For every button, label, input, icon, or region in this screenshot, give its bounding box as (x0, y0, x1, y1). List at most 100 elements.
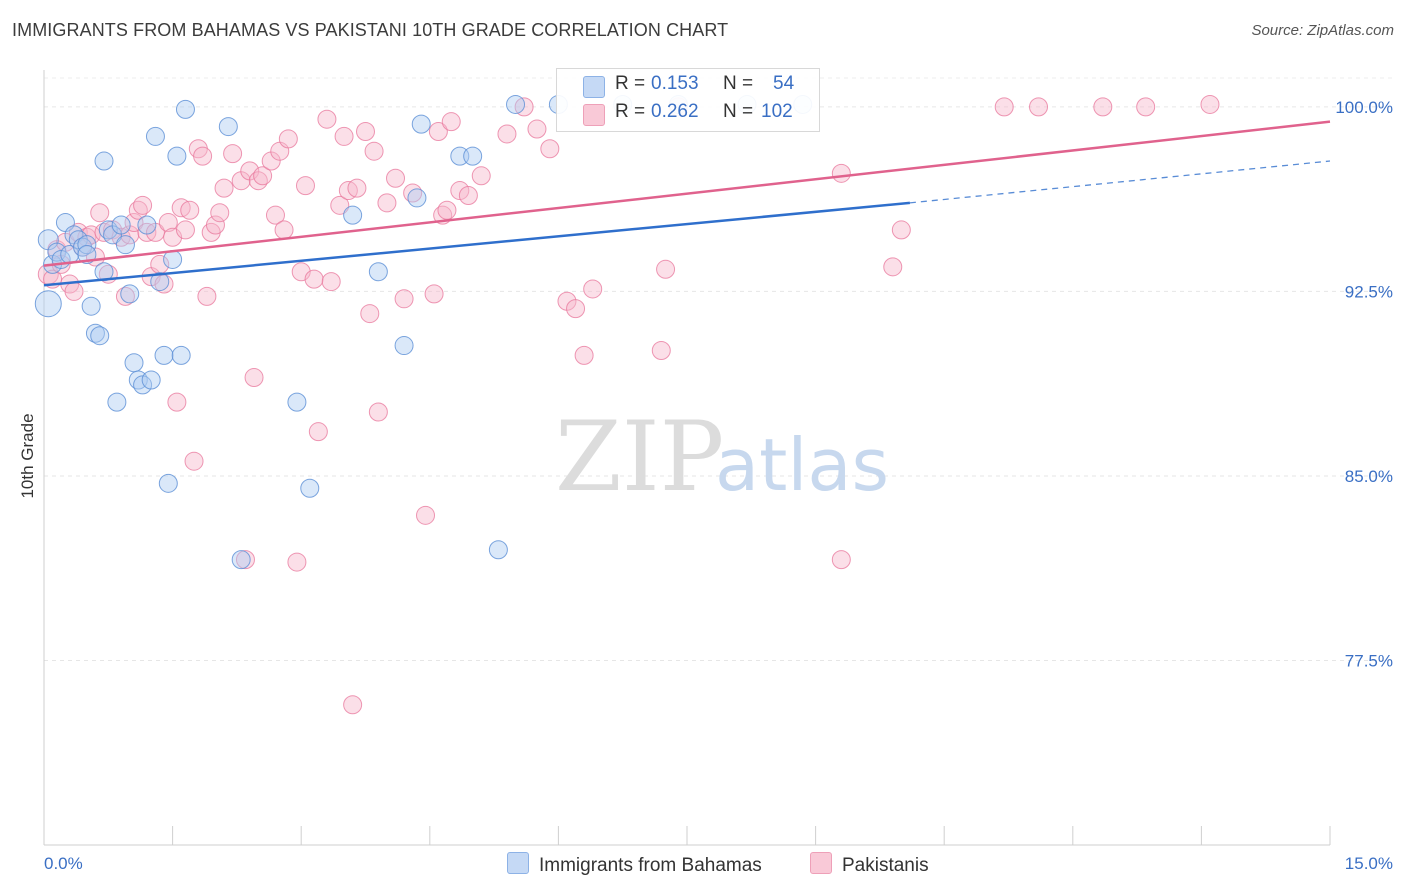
legend-n-value: 54 (773, 73, 795, 94)
data-point-pakistanis (278, 129, 298, 149)
watermark-atlas: atlas (715, 423, 889, 507)
trendline-pakistanis (43, 120, 1331, 267)
data-point-pakistanis (184, 451, 204, 471)
data-point-pakistanis (180, 200, 200, 220)
data-point-pakistanis (244, 368, 264, 388)
legend-swatch-bahamas (583, 76, 605, 98)
data-point-pakistanis (364, 141, 384, 161)
data-point-bahamas (407, 188, 427, 208)
data-point-pakistanis (308, 422, 328, 442)
data-point-pakistanis (471, 166, 491, 186)
legend-r-value: 0.262 (651, 101, 699, 122)
tick-labels: 77.5% 85.0% 92.5% 100.0% 0.0% 15.0% (44, 98, 1393, 873)
data-point-pakistanis (133, 195, 153, 215)
x-tick-label: 0.0% (44, 854, 83, 873)
data-point-pakistanis (193, 146, 213, 166)
data-point-pakistanis (356, 122, 375, 142)
data-point-pakistanis (458, 185, 478, 205)
y-tick-label: 77.5% (1345, 651, 1393, 670)
data-point-pakistanis (205, 215, 225, 235)
data-point-pakistanis (1200, 94, 1220, 114)
axes (43, 70, 1331, 846)
data-point-pakistanis (891, 220, 911, 240)
data-point-bahamas (488, 540, 508, 560)
data-point-pakistanis (656, 259, 676, 279)
chart-title: IMMIGRANTS FROM BAHAMAS VS PAKISTANI 10T… (12, 20, 729, 40)
data-point-pakistanis (831, 163, 851, 183)
data-point-pakistanis (90, 203, 110, 223)
legend-n-label: N = (723, 101, 754, 122)
data-point-pakistanis (295, 176, 315, 196)
data-point-pakistanis (175, 220, 195, 240)
data-point-bahamas (175, 99, 195, 119)
data-point-pakistanis (343, 695, 363, 715)
data-point-pakistanis (527, 119, 547, 139)
data-point-bahamas (90, 326, 110, 346)
data-point-bahamas (77, 235, 97, 255)
data-point-pakistanis (321, 272, 341, 292)
data-point-pakistanis (566, 299, 586, 319)
data-point-bahamas (124, 353, 144, 373)
data-point-pakistanis (497, 124, 517, 144)
data-point-bahamas (411, 114, 431, 134)
data-point-pakistanis (441, 112, 461, 132)
data-point-bahamas (77, 245, 97, 265)
data-point-bahamas (343, 205, 363, 225)
trendline-bahamas-extension (909, 160, 1331, 204)
data-point-bahamas (115, 235, 135, 255)
y-axis-title: 10th Grade (18, 413, 37, 499)
legend-r-label: R = (615, 73, 646, 94)
data-point-pakistanis (304, 269, 324, 289)
data-point-pakistanis (265, 205, 285, 225)
y-tick-label: 85.0% (1345, 467, 1393, 486)
data-point-pakistanis (158, 213, 178, 233)
bottom-legend-swatch-pakistanis (810, 852, 832, 874)
data-point-bahamas (287, 392, 307, 412)
bottom-legend-swatch-bahamas (507, 852, 529, 874)
source-label: Source: ZipAtlas.com (1251, 22, 1394, 39)
data-point-pakistanis (347, 178, 367, 198)
data-point-bahamas (150, 272, 170, 292)
data-point-bahamas (107, 392, 127, 412)
data-point-pakistanis (360, 304, 380, 324)
data-point-pakistanis (167, 392, 187, 412)
data-point-pakistanis (651, 340, 671, 360)
data-point-pakistanis (583, 279, 603, 299)
data-point-pakistanis (574, 345, 594, 365)
bottom-legend-label-bahamas: Immigrants from Bahamas (539, 855, 762, 876)
legend-swatch-pakistanis (583, 104, 605, 126)
data-point-bahamas (171, 345, 191, 365)
series-pakistanis (37, 94, 1220, 715)
trendline-bahamas (43, 201, 911, 287)
data-point-pakistanis (368, 402, 388, 422)
legend-r-value: 0.153 (651, 73, 699, 94)
data-point-pakistanis (377, 193, 397, 213)
x-tick-label: 15.0% (1345, 854, 1393, 873)
y-tick-label: 92.5% (1345, 282, 1393, 301)
data-point-bahamas (167, 146, 187, 166)
data-point-pakistanis (330, 195, 350, 215)
data-point-bahamas (506, 94, 526, 114)
legend-r-label: R = (615, 101, 646, 122)
stats-legend: R = 0.153 N = 54 R = 0.262 N = 102 (556, 68, 820, 132)
data-point-pakistanis (334, 126, 354, 146)
data-point-pakistanis (1029, 97, 1049, 117)
data-point-pakistanis (253, 166, 273, 186)
data-point-bahamas (300, 478, 320, 498)
data-point-pakistanis (394, 289, 414, 309)
data-point-bahamas (231, 550, 251, 570)
bottom-legend-bahamas: Immigrants from Bahamas (507, 852, 762, 877)
data-point-pakistanis (210, 203, 230, 223)
data-point-pakistanis (428, 122, 448, 142)
data-point-pakistanis (287, 552, 307, 572)
data-point-bahamas (463, 146, 483, 166)
data-point-pakistanis (883, 257, 903, 277)
series-bahamas (34, 94, 813, 570)
data-point-bahamas (120, 284, 140, 304)
data-point-bahamas (141, 370, 161, 390)
data-point-pakistanis (197, 286, 217, 306)
bottom-legend-pakistanis: Pakistanis (810, 852, 929, 877)
data-point-pakistanis (64, 281, 84, 301)
trend-lines (43, 120, 1331, 287)
